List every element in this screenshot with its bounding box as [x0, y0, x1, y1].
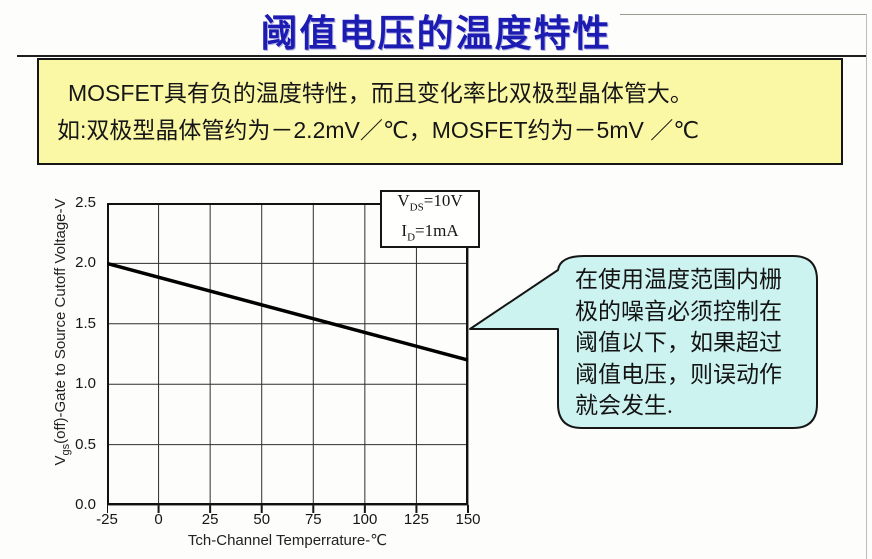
condition-id: ID=1mA [401, 220, 459, 243]
condition-vds: VDS=10V [397, 191, 463, 214]
x-tick-label: 125 [403, 511, 429, 528]
y-tick-label: 0.5 [75, 435, 96, 453]
callout-bubble [469, 255, 818, 429]
callout-bubble-shape [469, 255, 818, 429]
note-line-2: 如:双极型晶体管约为－2.2mV／℃，MOSFET约为－5mV ／℃ [57, 116, 700, 143]
y-tick-label: 1.5 [75, 314, 96, 332]
y-tick-label: 1.0 [75, 375, 96, 393]
callout-text: 在使用温度范围内栅 极的噪音必须控制在 阈值以下，如果超过 阈值电压，则误动作 … [575, 264, 813, 422]
callout-line: 阈值电压，则误动作 [575, 361, 782, 387]
callout-line: 阈值以下，如果超过 [575, 330, 782, 355]
frame-line-top [620, 14, 867, 15]
x-tick-label: 0 [154, 511, 163, 528]
x-tick-label: 150 [455, 511, 481, 528]
y-tick-label: 2.0 [75, 254, 96, 272]
x-axis-title: Tch-Channel Temperrature-℃ [187, 532, 388, 549]
frame-line-right [866, 14, 867, 559]
plot-border [107, 203, 468, 505]
chart-plot [107, 203, 469, 513]
x-tick-label: 75 [304, 511, 322, 528]
x-tick-label: 25 [201, 511, 219, 528]
x-tick-label: 50 [253, 511, 271, 528]
x-tick-label: 100 [352, 511, 378, 528]
conditions-box: VDS=10V ID=1mA [380, 190, 480, 248]
x-tick-label: -25 [96, 511, 118, 528]
page-title: 阈值电压的温度特性 [260, 13, 612, 54]
title-underline [17, 55, 866, 57]
vgs-data-line [107, 261, 469, 362]
callout-line: 极的噪音必须控制在 [575, 298, 782, 324]
y-tick-label: 2.5 [75, 194, 96, 211]
note-line-1: MOSFET具有负的温度特性，而且变化率比双极型晶体管大。 [68, 79, 693, 106]
y-tick-label: 0.0 [75, 496, 96, 513]
callout-line: 就会发生. [575, 393, 673, 418]
note-box: MOSFET具有负的温度特性，而且变化率比双极型晶体管大。 如:双极型晶体管约为… [37, 58, 843, 165]
callout-line: 在使用温度范围内栅 [575, 267, 782, 292]
